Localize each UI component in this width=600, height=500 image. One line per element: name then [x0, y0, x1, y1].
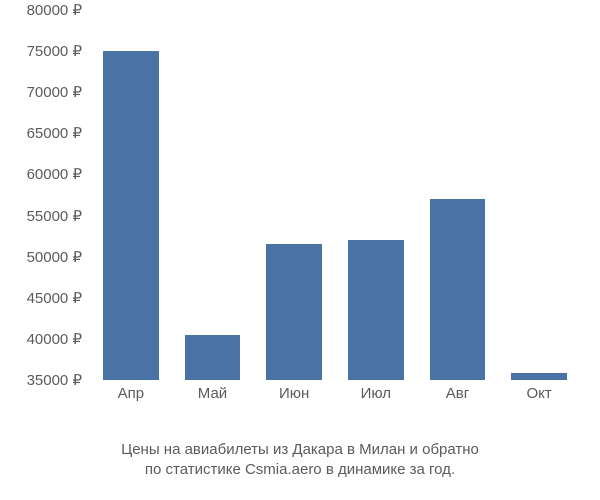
y-axis: 35000 ₽40000 ₽45000 ₽50000 ₽55000 ₽60000…: [0, 0, 90, 380]
caption-line-1: Цены на авиабилеты из Дакара в Милан и о…: [121, 441, 479, 458]
x-tick-label: Май: [198, 385, 227, 402]
caption-line-2: по статистике Csmia.aero в динамике за г…: [145, 461, 455, 478]
x-tick-label: Апр: [118, 385, 144, 402]
x-tick-label: Июн: [279, 385, 309, 402]
y-tick-label: 35000 ₽: [27, 371, 82, 389]
bar: [430, 199, 486, 380]
y-tick-label: 45000 ₽: [27, 289, 82, 307]
bar: [511, 373, 567, 380]
y-tick-label: 60000 ₽: [27, 165, 82, 183]
price-chart: 35000 ₽ 40000 ₽ 45000 ₽ 50000 ₽ 55000 ₽ 60000…: [0, 0, 600, 420]
x-tick-label: Окт: [527, 385, 552, 402]
y-tick-label: 50000 ₽: [27, 248, 82, 266]
plot-area: [90, 10, 580, 380]
bar: [185, 335, 241, 380]
bar: [103, 51, 159, 380]
y-tick-label: 75000 ₽: [27, 42, 82, 60]
bar: [348, 240, 404, 380]
y-tick-label: 70000 ₽: [27, 83, 82, 101]
bar: [266, 244, 322, 380]
y-tick-label: 55000 ₽: [27, 207, 82, 225]
y-tick-label: 80000 ₽: [27, 1, 82, 19]
x-axis: Апр Май Июн Июл Авг Окт: [90, 385, 580, 415]
y-tick-label: 65000 ₽: [27, 124, 82, 142]
y-tick-label: 40000 ₽: [27, 330, 82, 348]
x-tick-label: Июл: [361, 385, 391, 402]
chart-caption: Цены на авиабилеты из Дакара в Милан и о…: [0, 440, 600, 481]
x-tick-label: Авг: [446, 385, 469, 402]
